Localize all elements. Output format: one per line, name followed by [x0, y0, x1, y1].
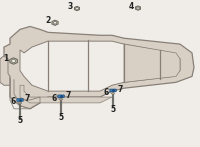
Text: 5: 5	[110, 105, 116, 114]
Polygon shape	[10, 58, 17, 64]
Polygon shape	[112, 92, 114, 95]
Polygon shape	[60, 98, 62, 100]
Text: 7: 7	[25, 94, 30, 103]
Circle shape	[53, 22, 57, 24]
Text: 6: 6	[52, 94, 57, 103]
Circle shape	[76, 7, 78, 10]
Text: 3: 3	[67, 2, 73, 11]
Polygon shape	[4, 26, 194, 109]
Polygon shape	[124, 44, 180, 82]
Text: 4: 4	[128, 2, 134, 11]
Polygon shape	[0, 56, 10, 85]
Polygon shape	[52, 20, 58, 25]
Text: 2: 2	[45, 16, 51, 25]
FancyBboxPatch shape	[17, 99, 23, 101]
Polygon shape	[135, 6, 141, 10]
Polygon shape	[74, 6, 80, 11]
Text: 7: 7	[66, 91, 71, 100]
Polygon shape	[20, 41, 180, 91]
Text: 5: 5	[58, 113, 64, 122]
Circle shape	[137, 7, 139, 9]
Text: 5: 5	[17, 116, 23, 125]
Polygon shape	[19, 102, 21, 104]
FancyBboxPatch shape	[110, 89, 116, 92]
Polygon shape	[20, 85, 112, 103]
Text: 7: 7	[118, 85, 123, 94]
FancyBboxPatch shape	[58, 95, 64, 98]
Text: 6: 6	[104, 88, 109, 97]
Circle shape	[12, 60, 16, 62]
Text: 1: 1	[3, 54, 9, 63]
Text: 6: 6	[11, 97, 16, 106]
